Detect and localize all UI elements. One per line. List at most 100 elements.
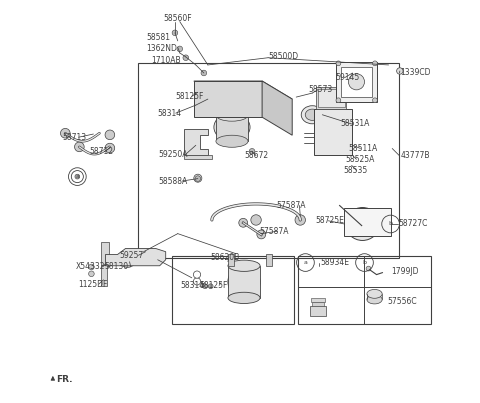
Text: b: b xyxy=(389,222,393,226)
Ellipse shape xyxy=(348,74,364,90)
Bar xyxy=(266,254,272,266)
Text: 58934E: 58934E xyxy=(320,258,349,267)
Circle shape xyxy=(372,98,377,103)
Text: 58620B: 58620B xyxy=(210,253,239,262)
Circle shape xyxy=(193,278,201,285)
Circle shape xyxy=(105,130,115,140)
Circle shape xyxy=(207,95,212,100)
Text: 58727C: 58727C xyxy=(398,220,428,229)
Text: 58125F: 58125F xyxy=(200,281,228,290)
Ellipse shape xyxy=(228,266,260,298)
Circle shape xyxy=(194,174,202,182)
Circle shape xyxy=(72,170,84,183)
Bar xyxy=(316,87,347,109)
Text: 58535: 58535 xyxy=(344,166,368,175)
Polygon shape xyxy=(184,155,212,159)
Text: 1362ND: 1362ND xyxy=(146,44,177,53)
Text: 58588A: 58588A xyxy=(158,177,187,185)
Polygon shape xyxy=(194,81,292,99)
Ellipse shape xyxy=(216,109,248,121)
Circle shape xyxy=(208,284,213,289)
Text: 57556C: 57556C xyxy=(388,297,418,306)
Circle shape xyxy=(251,215,261,225)
Text: 58581: 58581 xyxy=(146,33,170,42)
Circle shape xyxy=(249,148,255,154)
Text: 58500D: 58500D xyxy=(268,52,298,60)
Bar xyxy=(312,301,324,306)
Ellipse shape xyxy=(305,109,319,120)
Circle shape xyxy=(89,271,94,276)
Circle shape xyxy=(195,176,201,181)
Bar xyxy=(345,208,391,236)
Circle shape xyxy=(336,98,341,103)
Text: 59257: 59257 xyxy=(120,251,144,260)
Polygon shape xyxy=(194,81,262,117)
Text: a: a xyxy=(75,174,79,179)
Text: 59250A: 59250A xyxy=(158,150,188,159)
Text: 59145: 59145 xyxy=(336,73,360,82)
Ellipse shape xyxy=(228,292,260,303)
Bar xyxy=(138,63,398,258)
Text: 58511A: 58511A xyxy=(348,144,377,153)
Ellipse shape xyxy=(233,271,255,293)
Text: a: a xyxy=(303,260,307,265)
Circle shape xyxy=(241,95,246,100)
Circle shape xyxy=(123,255,132,262)
Circle shape xyxy=(105,143,115,153)
Circle shape xyxy=(203,284,207,289)
Polygon shape xyxy=(106,249,166,266)
Circle shape xyxy=(239,218,248,227)
Circle shape xyxy=(75,174,80,179)
Ellipse shape xyxy=(350,212,375,236)
Circle shape xyxy=(177,46,182,52)
Text: 58560F: 58560F xyxy=(164,14,192,23)
Text: 58672: 58672 xyxy=(244,151,268,160)
Ellipse shape xyxy=(346,208,380,241)
Circle shape xyxy=(336,61,341,66)
Circle shape xyxy=(193,271,201,278)
Bar xyxy=(101,265,108,286)
Text: 1710AB: 1710AB xyxy=(151,56,180,64)
Circle shape xyxy=(195,89,201,95)
Bar xyxy=(317,89,345,107)
Text: 58725E: 58725E xyxy=(315,216,344,225)
Text: 58130: 58130 xyxy=(105,262,129,272)
Circle shape xyxy=(223,92,233,102)
Circle shape xyxy=(295,215,305,225)
Text: FR.: FR. xyxy=(56,374,72,384)
Text: 58531A: 58531A xyxy=(340,119,370,129)
Ellipse shape xyxy=(214,113,250,141)
Ellipse shape xyxy=(367,289,382,298)
Polygon shape xyxy=(262,81,292,135)
Text: 58525A: 58525A xyxy=(345,155,374,164)
Bar xyxy=(310,306,326,316)
Circle shape xyxy=(396,68,403,74)
Ellipse shape xyxy=(367,295,382,304)
Bar xyxy=(312,298,325,301)
Ellipse shape xyxy=(228,260,260,271)
Bar xyxy=(341,66,372,97)
Text: 58314: 58314 xyxy=(180,281,204,290)
Text: 58573: 58573 xyxy=(308,85,333,94)
Bar xyxy=(314,109,352,155)
Circle shape xyxy=(205,92,215,102)
Circle shape xyxy=(372,61,377,66)
Circle shape xyxy=(183,55,189,60)
Bar xyxy=(228,254,234,266)
Circle shape xyxy=(172,30,178,35)
Text: 58712: 58712 xyxy=(89,147,113,156)
Circle shape xyxy=(60,129,70,138)
Ellipse shape xyxy=(216,135,248,147)
Bar xyxy=(172,256,294,324)
Text: 58125F: 58125F xyxy=(176,92,204,101)
Polygon shape xyxy=(184,129,208,155)
Circle shape xyxy=(366,266,371,271)
Circle shape xyxy=(74,142,84,152)
Text: 1339CD: 1339CD xyxy=(401,69,431,77)
Bar xyxy=(216,115,248,141)
Text: 57587A: 57587A xyxy=(259,227,289,236)
Circle shape xyxy=(119,250,136,267)
Text: 57587A: 57587A xyxy=(276,201,306,210)
Text: 1799JD: 1799JD xyxy=(391,267,419,276)
Text: b: b xyxy=(362,260,367,265)
